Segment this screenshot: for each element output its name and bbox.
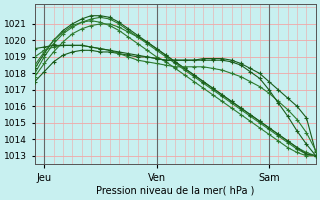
X-axis label: Pression niveau de la mer( hPa ): Pression niveau de la mer( hPa ) bbox=[96, 186, 254, 196]
